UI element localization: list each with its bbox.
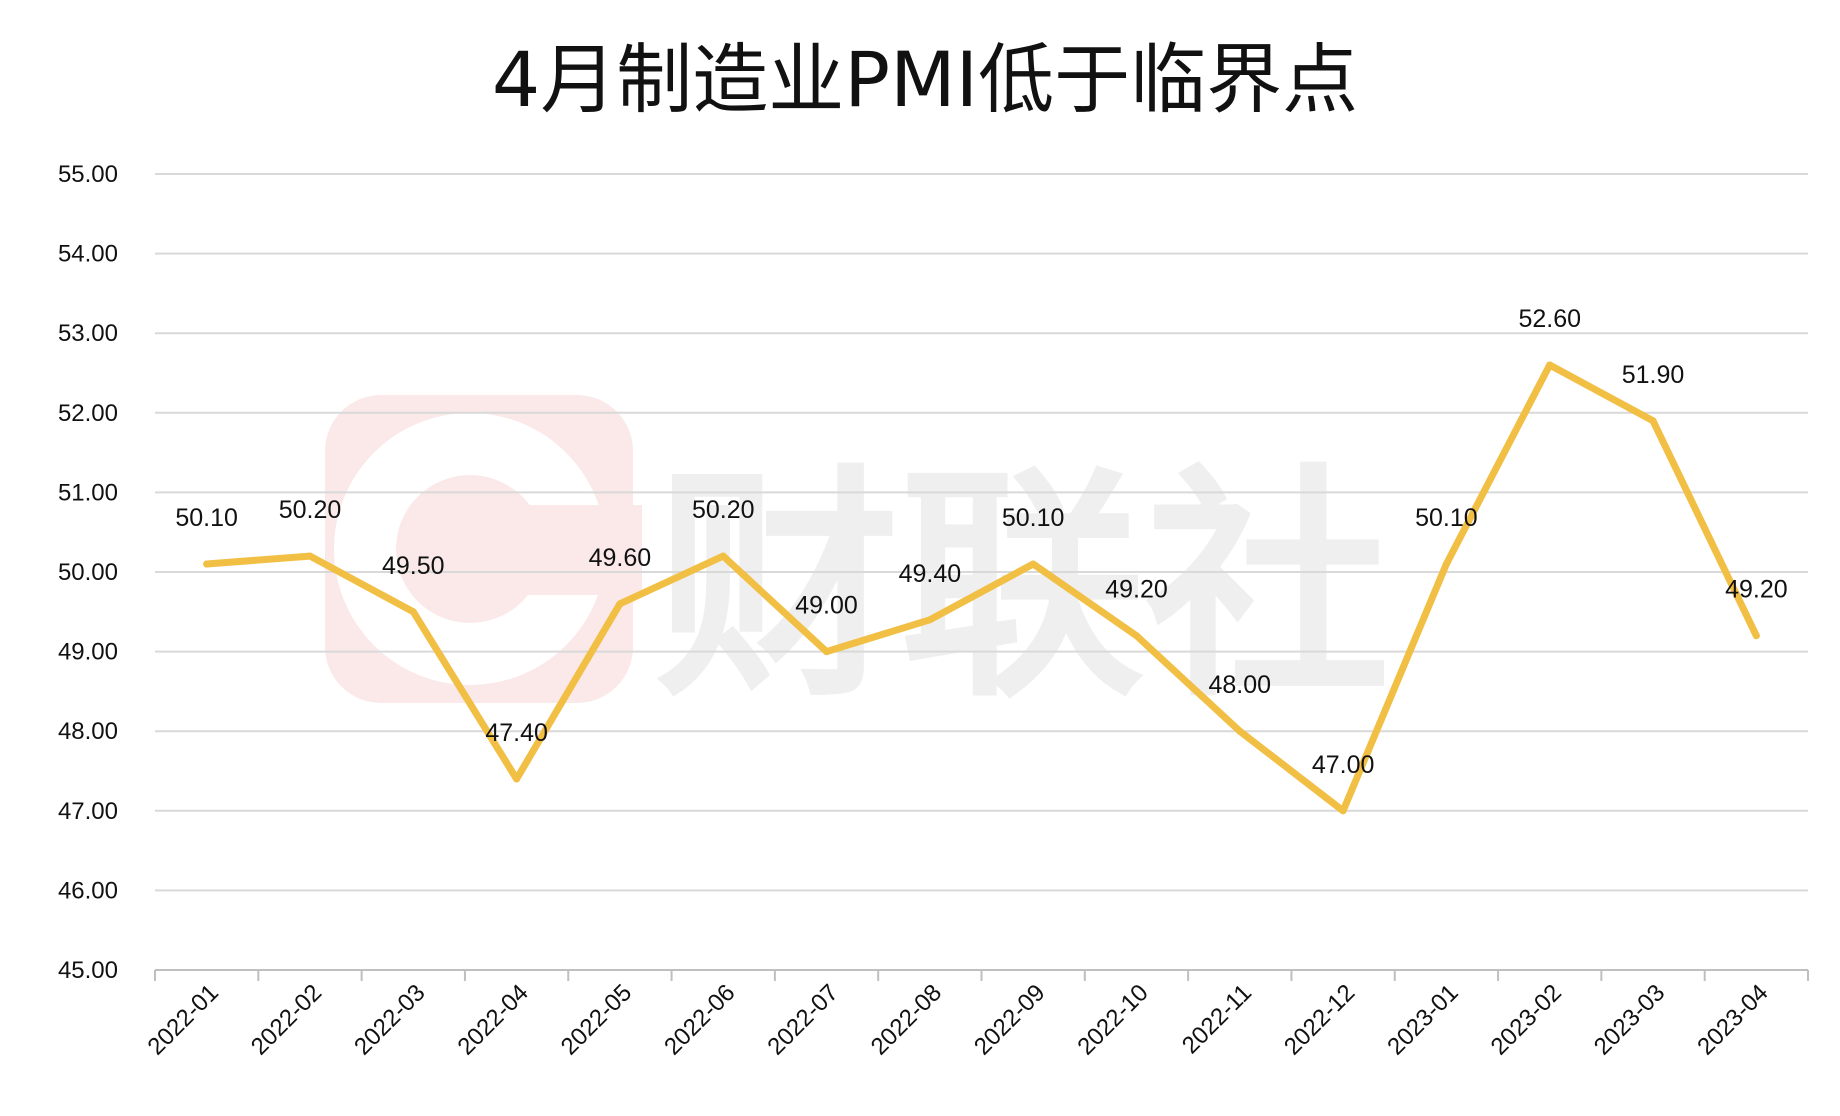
data-point: [1339, 807, 1347, 815]
y-axis-tick-labels: 45.00 46.00 47.00 48.00 49.00 50.00 51.00 52.00…: [58, 161, 118, 984]
data-point: [1029, 560, 1037, 568]
x-tick-label: 2022-02: [246, 979, 327, 1060]
data-point: [1132, 632, 1140, 640]
x-tick-label: 2022-12: [1279, 979, 1360, 1060]
series-line: [203, 361, 1760, 815]
x-tick-label: 2023-04: [1692, 979, 1773, 1060]
data-labels: 50.10 50.20 49.50 47.40 49.60 50.20 49.00 49.40…: [175, 305, 1787, 779]
data-label: 49.20: [1105, 576, 1168, 604]
y-tick-label: 49.00: [58, 639, 118, 666]
y-tick-label: 45.00: [58, 957, 118, 984]
data-label: 49.20: [1725, 576, 1788, 604]
data-label: 50.10: [1415, 504, 1478, 532]
data-point: [1752, 632, 1760, 640]
data-label: 50.20: [279, 496, 342, 524]
x-tick-label: 2022-03: [349, 979, 430, 1060]
data-label: 50.20: [692, 496, 755, 524]
data-point: [616, 600, 624, 608]
y-tick-label: 52.00: [58, 400, 118, 427]
x-tick-label: 2022-06: [659, 979, 740, 1060]
data-label: 52.60: [1518, 305, 1581, 333]
watermark-text: 财联社: [655, 445, 1390, 730]
y-tick-label: 48.00: [58, 718, 118, 745]
data-point: [1546, 361, 1554, 369]
x-tick-label: 2022-07: [762, 979, 843, 1060]
x-tick-label: 2023-03: [1589, 979, 1670, 1060]
x-tick-label: 2023-02: [1486, 979, 1567, 1060]
x-tick-label: 2022-11: [1177, 979, 1257, 1059]
watermark-logo-gap: [492, 505, 642, 595]
data-label: 51.90: [1622, 361, 1685, 389]
data-label: 47.00: [1312, 751, 1375, 779]
data-point: [719, 552, 727, 560]
data-label: 49.60: [589, 544, 652, 572]
data-point: [1442, 560, 1450, 568]
data-point: [306, 552, 314, 560]
x-tick-label: 2022-08: [866, 979, 947, 1060]
x-tick-label: 2022-01: [143, 979, 224, 1060]
x-tick-label: 2022-09: [969, 979, 1050, 1060]
data-label: 50.10: [1002, 504, 1065, 532]
data-point: [513, 775, 521, 783]
data-label: 47.40: [485, 719, 548, 747]
data-label: 49.40: [899, 560, 962, 588]
y-tick-label: 55.00: [58, 161, 118, 188]
data-label: 48.00: [1209, 671, 1272, 699]
y-tick-label: 50.00: [58, 559, 118, 586]
x-tick-label: 2022-05: [556, 979, 637, 1060]
data-label: 49.00: [795, 592, 858, 620]
y-tick-label: 46.00: [58, 877, 118, 904]
chart-title: 4月制造业PMI低于临界点: [492, 35, 1358, 124]
data-point: [1649, 417, 1657, 425]
data-series: [203, 361, 1760, 815]
y-tick-label: 51.00: [58, 479, 118, 506]
x-tick-label: 2022-04: [452, 979, 533, 1060]
y-tick-label: 47.00: [58, 798, 118, 825]
data-label: 50.10: [175, 504, 238, 532]
y-tick-label: 53.00: [58, 320, 118, 347]
x-tick-label: 2023-01: [1382, 979, 1463, 1060]
x-tick-label: 2022-10: [1072, 979, 1153, 1060]
gridlines: [155, 173, 1808, 892]
data-point: [203, 560, 211, 568]
data-point: [926, 616, 934, 624]
data-point: [409, 608, 417, 616]
data-label: 49.50: [382, 552, 445, 580]
x-axis: 2022-01 2022-02 2022-03 2022-04 2022-05 2022-…: [143, 969, 1809, 1061]
y-tick-label: 54.00: [58, 241, 118, 268]
data-point: [1236, 727, 1244, 735]
data-point: [823, 648, 831, 656]
